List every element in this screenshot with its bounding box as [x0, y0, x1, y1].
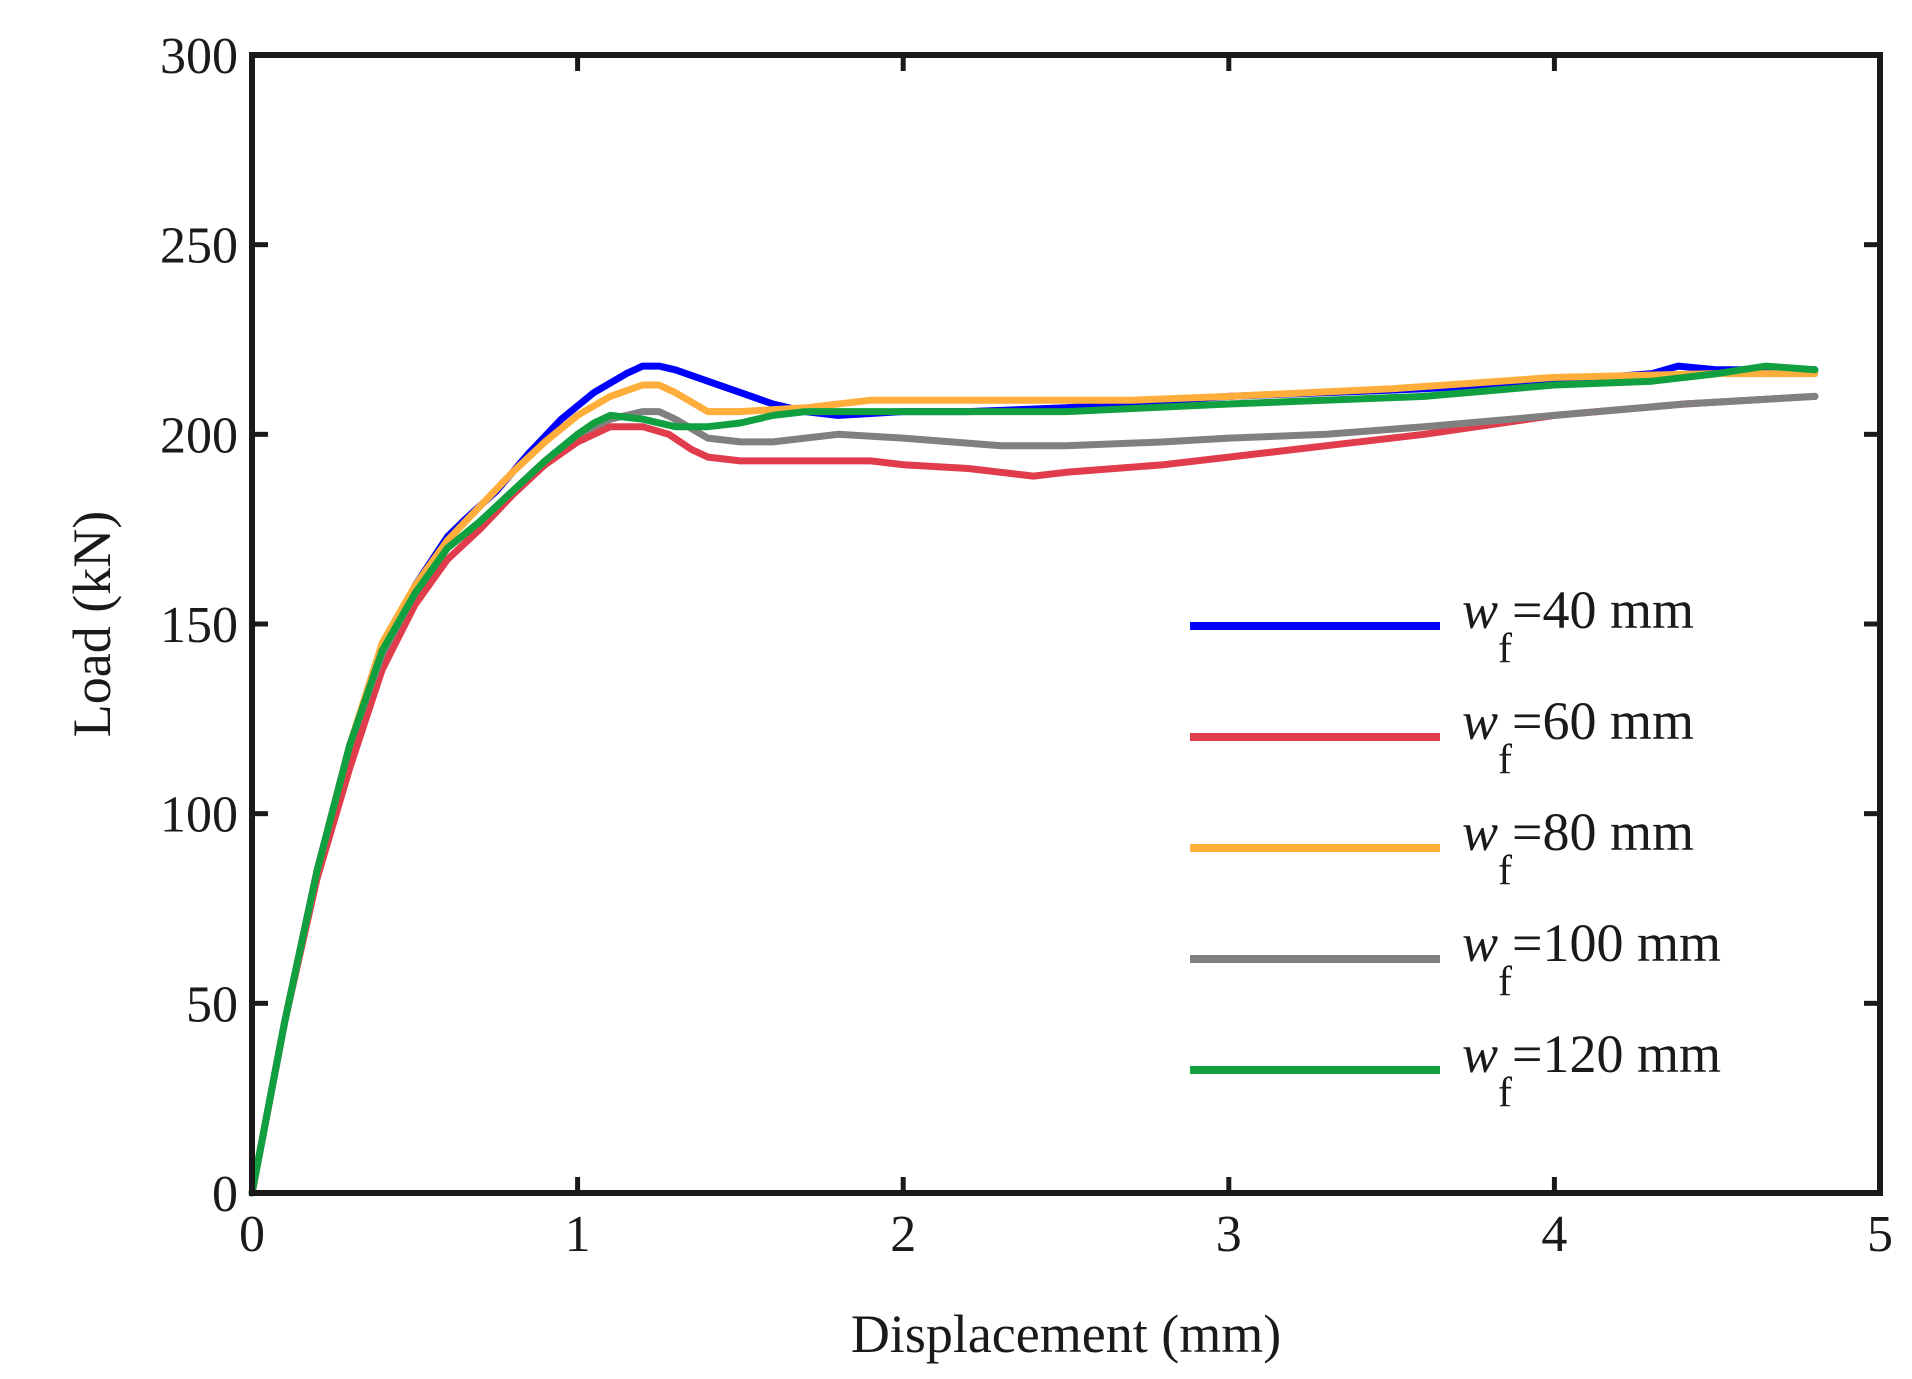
legend-label-rest: =40 mm — [1512, 580, 1694, 640]
legend-label-var: w — [1462, 913, 1498, 973]
legend-label-var: w — [1462, 580, 1498, 640]
legend-label-sub: f — [1498, 1070, 1512, 1116]
legend-label-rest: =80 mm — [1512, 802, 1694, 862]
x-axis-label: Displacement (mm) — [851, 1304, 1281, 1364]
legend-label-2: wf=60 mm — [1462, 691, 1694, 783]
series-line-5 — [248, 362, 1819, 1197]
x-tick-label: 0 — [239, 1206, 265, 1263]
legend-label-sub: f — [1498, 959, 1512, 1005]
y-tick-label: 150 — [160, 597, 238, 654]
plot-frame — [249, 52, 1883, 1196]
y-axis-label: Load (kN) — [62, 511, 122, 737]
legend-label-var: w — [1462, 691, 1498, 751]
x-tick-label: 2 — [890, 1206, 916, 1263]
legend-label-sub: f — [1498, 626, 1512, 672]
legend-label-rest: =60 mm — [1512, 691, 1694, 751]
y-tick-label: 200 — [160, 407, 238, 464]
x-tick-label: 3 — [1216, 1206, 1242, 1263]
legend-label-rest: =100 mm — [1512, 913, 1721, 973]
legend-label-4: wf=100 mm — [1462, 913, 1721, 1005]
legend-label-var: w — [1462, 802, 1498, 862]
series-line-3 — [248, 370, 1819, 1197]
y-tick-label: 250 — [160, 218, 238, 275]
legend-label-5: wf=120 mm — [1462, 1024, 1721, 1116]
legend-label-1: wf=40 mm — [1462, 580, 1694, 672]
series-layer — [248, 362, 1819, 1197]
legend-label-3: wf=80 mm — [1462, 802, 1694, 894]
y-tick-label: 300 — [160, 28, 238, 85]
x-tick-label: 1 — [565, 1206, 591, 1263]
x-tick-label: 4 — [1541, 1206, 1567, 1263]
x-tick-label: 5 — [1867, 1206, 1893, 1263]
legend-label-var: w — [1462, 1024, 1498, 1084]
y-tick-label: 0 — [212, 1166, 238, 1223]
legend-label-rest: =120 mm — [1512, 1024, 1721, 1084]
legend-label-sub: f — [1498, 848, 1512, 894]
series-line-2 — [248, 392, 1819, 1197]
y-tick-label: 100 — [160, 787, 238, 844]
y-tick-label: 50 — [186, 976, 238, 1033]
legend-label-sub: f — [1498, 737, 1512, 783]
